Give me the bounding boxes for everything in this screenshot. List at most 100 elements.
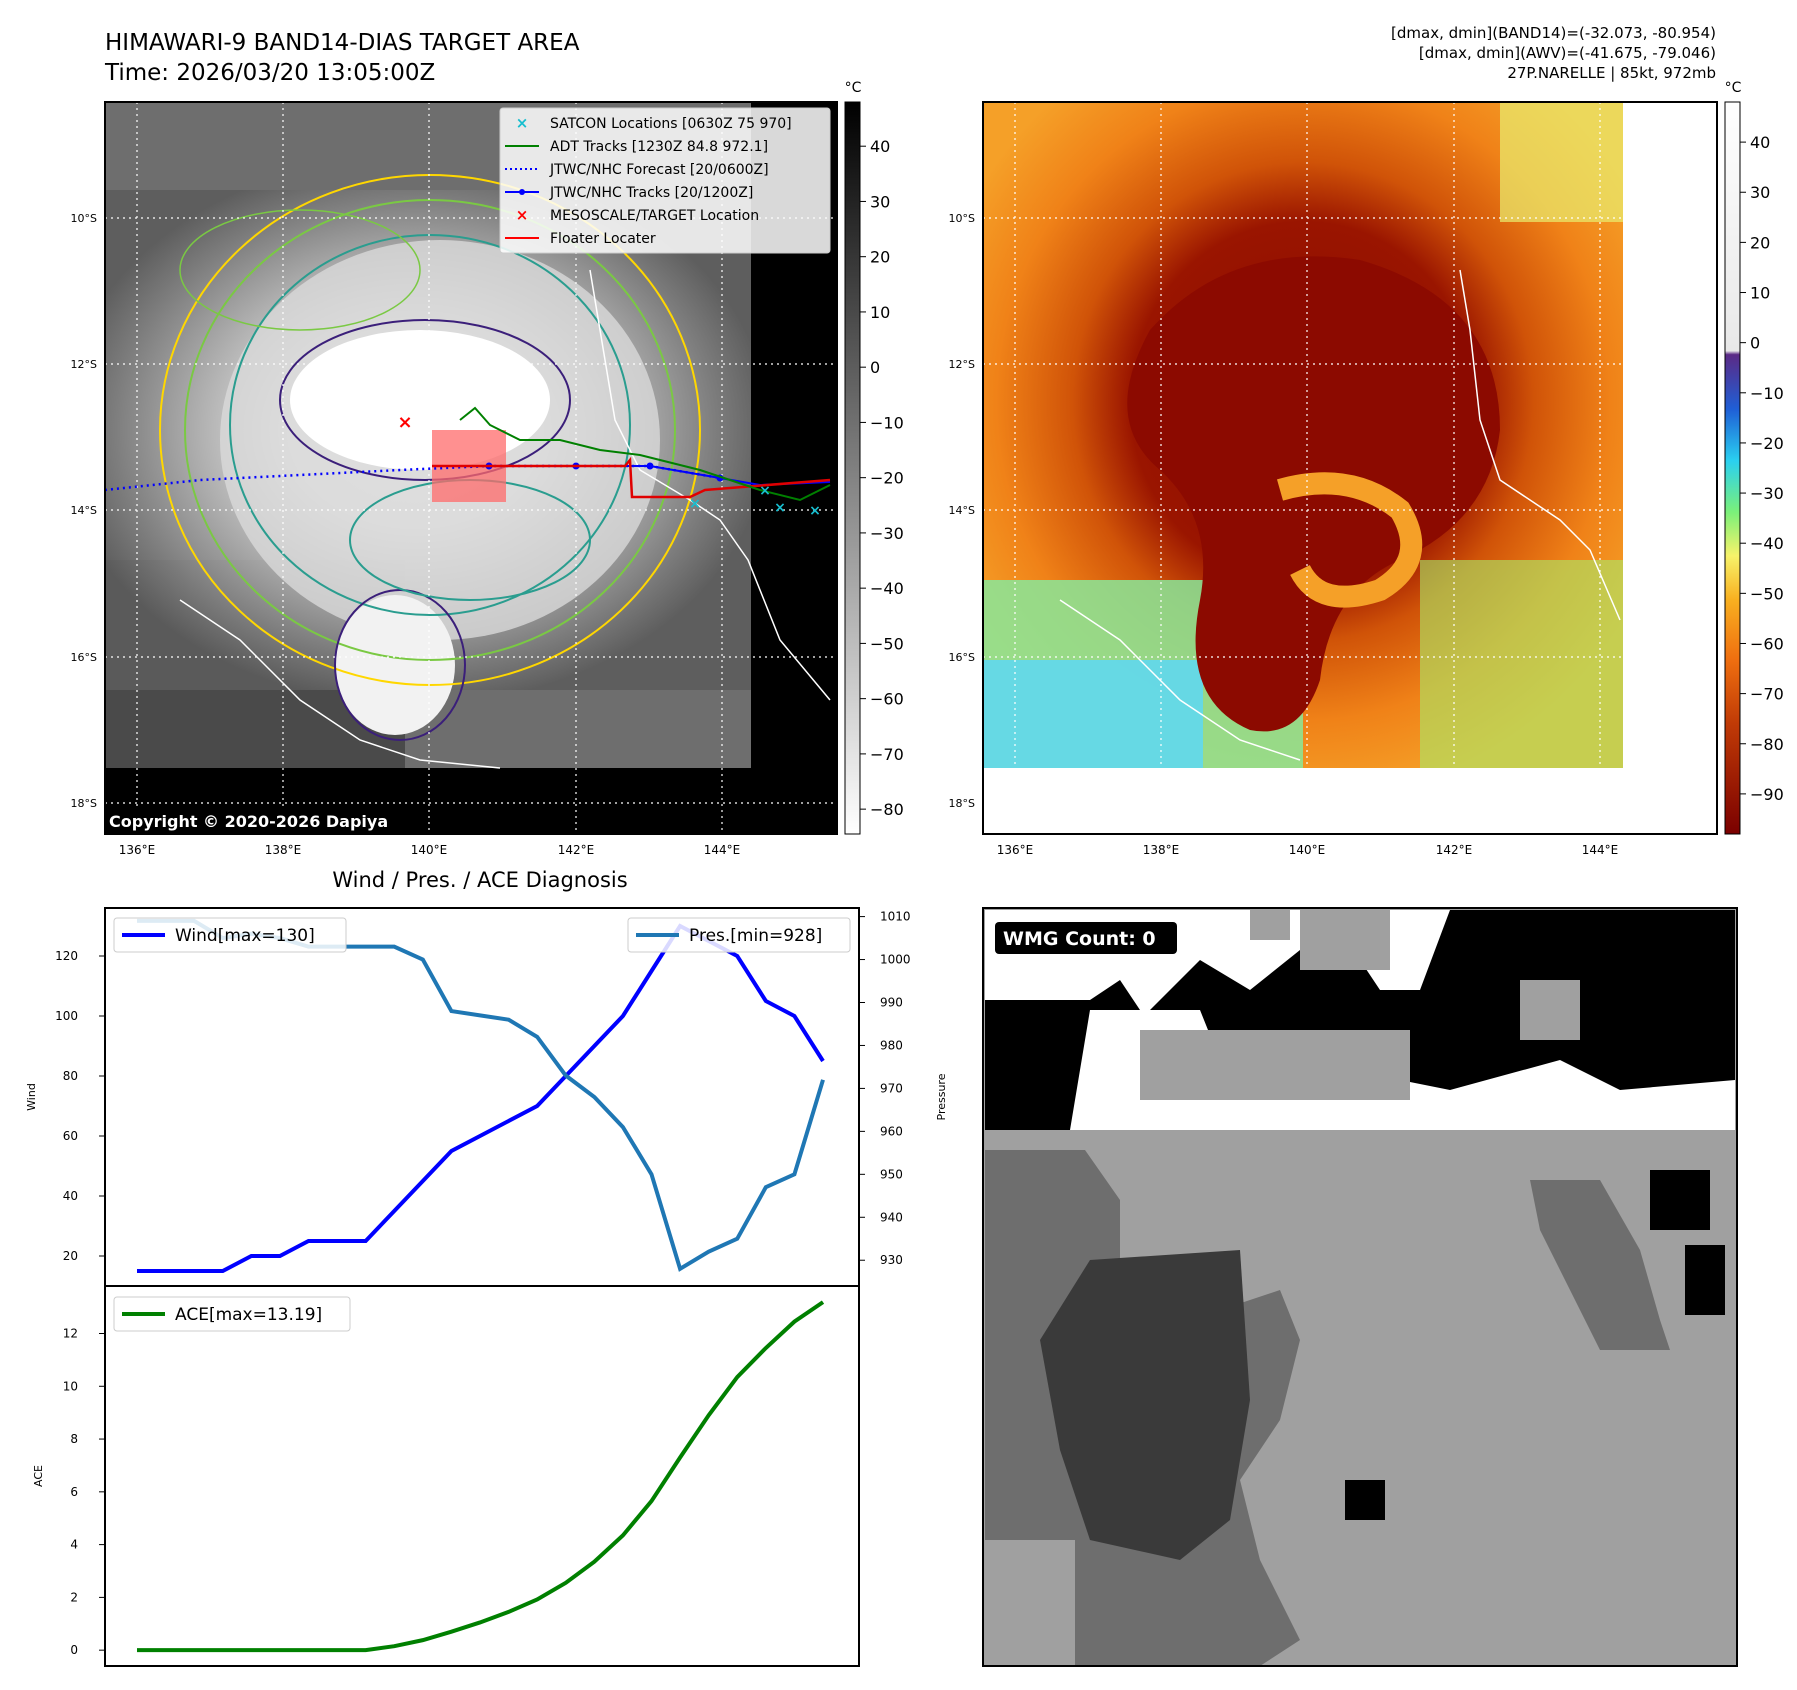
diagnosis-title: Wind / Pres. / ACE Diagnosis	[332, 868, 627, 892]
legend-label: JTWC/NHC Tracks [20/1200Z]	[549, 185, 753, 201]
colorbar-tick: 40	[1750, 133, 1770, 152]
lon-label: 142°E	[558, 843, 595, 857]
lon-label: 138°E	[265, 843, 302, 857]
lat-label: 10°S	[71, 212, 97, 225]
legend-marker: ×	[516, 206, 529, 224]
pressure-tick: 980	[880, 1038, 903, 1052]
copyright-text: Copyright © 2020-2026 Dapiya	[109, 812, 388, 831]
wmg-black-band	[985, 910, 1735, 1130]
svg-text:×: ×	[774, 500, 786, 516]
figure-title: HIMAWARI-9 BAND14-DIAS TARGET AREA	[105, 30, 580, 56]
lon-label: 142°E	[1436, 843, 1473, 857]
ace-legend: ACE[max=13.19]	[113, 1296, 351, 1332]
adt-track-line	[459, 406, 831, 502]
pressure-tick: 940	[880, 1210, 903, 1224]
copyright-box	[105, 808, 425, 834]
colorbar-tick: −70	[1750, 685, 1784, 704]
ace-tick: 2	[70, 1590, 78, 1604]
colorbar-tick: −80	[870, 800, 904, 819]
wmg-count-box	[995, 922, 1177, 954]
pressure-legend: Pres.[min=928]	[627, 917, 851, 953]
ace-tick: 10	[63, 1379, 78, 1393]
lat-label: 12°S	[71, 358, 97, 371]
pressure-tick: 970	[880, 1081, 903, 1095]
lon-label: 144°E	[1582, 843, 1619, 857]
lat-label: 14°S	[71, 504, 97, 517]
wmg-dark-core	[1040, 1250, 1250, 1560]
colorbar-tick: −70	[870, 745, 904, 764]
ace-tick: 8	[70, 1432, 78, 1446]
legend-label: SATCON Locations [0630Z 75 970]	[550, 116, 792, 132]
wind-legend-label: Wind[max=130]	[175, 926, 315, 946]
lon-label: 144°E	[704, 843, 741, 857]
lat-label: 14°S	[949, 504, 975, 517]
colorbar-tick: −80	[1750, 735, 1784, 754]
colorbar-tick: −30	[870, 524, 904, 543]
colorbar-tick: −60	[870, 690, 904, 709]
colorbar-tick: 20	[1750, 233, 1770, 252]
colorbar-tick: 10	[870, 303, 890, 322]
ace-tick: 12	[63, 1327, 78, 1341]
figure-time: Time: 2026/03/20 13:05:00Z	[104, 60, 435, 86]
legend-label: Floater Locater	[550, 231, 656, 247]
pressure-tick: 1010	[880, 910, 911, 924]
svg-text:×: ×	[689, 496, 701, 512]
legend-label: MESOSCALE/TARGET Location	[550, 208, 759, 224]
legend-label: ADT Tracks [1230Z 84.8 972.1]	[550, 139, 768, 155]
svg-text:×: ×	[809, 503, 821, 519]
lat-label: 18°S	[949, 797, 975, 810]
lon-label: 138°E	[1143, 843, 1180, 857]
colorbar-tick: −40	[870, 579, 904, 598]
colorbar-tick: 40	[870, 137, 890, 156]
pressure-legend-label: Pres.[min=928]	[689, 926, 822, 946]
wind-pressure-chart: Wind Pressure 20 40 60 80 100 120 930 940 950 96…	[25, 907, 948, 1287]
colorbar-tick: 30	[870, 192, 890, 211]
lon-label: 140°E	[1289, 843, 1326, 857]
legend-marker: ×	[516, 114, 529, 132]
colorbar-tick: −50	[1750, 584, 1784, 603]
colorbar-tick: −10	[1750, 384, 1784, 403]
lon-label: 136°E	[997, 843, 1034, 857]
awv-unit: °C	[1725, 80, 1742, 96]
pressure-tick: 1000	[880, 953, 911, 967]
colorbar-tick: 30	[1750, 183, 1770, 202]
pressure-tick: 960	[880, 1124, 903, 1138]
wind-tick: 20	[63, 1249, 78, 1263]
target-marker: ×	[397, 412, 412, 433]
lat-label: 12°S	[949, 358, 975, 371]
storm-info: 27P.NARELLE | 85kt, 972mb	[1507, 64, 1716, 82]
ace-axis-label: ACE	[32, 1465, 45, 1487]
lat-label: 18°S	[71, 797, 97, 810]
colorbar-tick: −30	[1750, 484, 1784, 503]
wind-tick: 100	[55, 1009, 78, 1023]
legend-label: JTWC/NHC Forecast [20/0600Z]	[549, 162, 769, 178]
ace-tick: 6	[70, 1485, 78, 1499]
colorbar-tick: −10	[870, 413, 904, 432]
lat-label: 16°S	[71, 651, 97, 664]
wmg-map: WMG Count: 0	[982, 907, 1738, 1667]
dmax-band14: [dmax, dmin](BAND14)=(-32.073, -80.954)	[1391, 24, 1716, 42]
band14-legend: × SATCON Locations [0630Z 75 970] ADT Trac…	[499, 107, 831, 254]
colorbar-tick: 0	[1750, 334, 1760, 353]
pressure-tick: 930	[880, 1253, 903, 1267]
band14-map: × ××× × Copyright © 2020-2026 Dapiya × SAT…	[104, 101, 838, 835]
satcon-markers: ××× ×	[689, 483, 821, 519]
band14-unit: °C	[845, 80, 862, 96]
wind-tick: 40	[63, 1189, 78, 1203]
lat-label: 16°S	[949, 651, 975, 664]
floater-line	[432, 456, 831, 499]
svg-text:×: ×	[759, 483, 771, 499]
wind-axis-label: Wind	[25, 1083, 38, 1111]
dmax-awv: [dmax, dmin](AWV)=(-41.675, -79.046)	[1419, 44, 1716, 62]
wind-tick: 120	[55, 949, 78, 963]
ace-tick: 4	[70, 1538, 78, 1552]
pressure-tick: 990	[880, 996, 903, 1010]
pressure-tick: 950	[880, 1167, 903, 1181]
colorbar-tick: −20	[870, 469, 904, 488]
colorbar-tick: 10	[1750, 284, 1770, 303]
ace-chart: ACE 0 2 4 6 8 10 12 ACE[max=13.19]	[32, 1285, 860, 1667]
spiral-band	[1276, 472, 1423, 608]
awv-colorbar: °C 40 30 20 10 0 −10 −20 −30 −40 −50 −60 −70 −80 −90	[1724, 80, 1784, 835]
wmg-count-label: WMG Count: 0	[1003, 928, 1156, 950]
